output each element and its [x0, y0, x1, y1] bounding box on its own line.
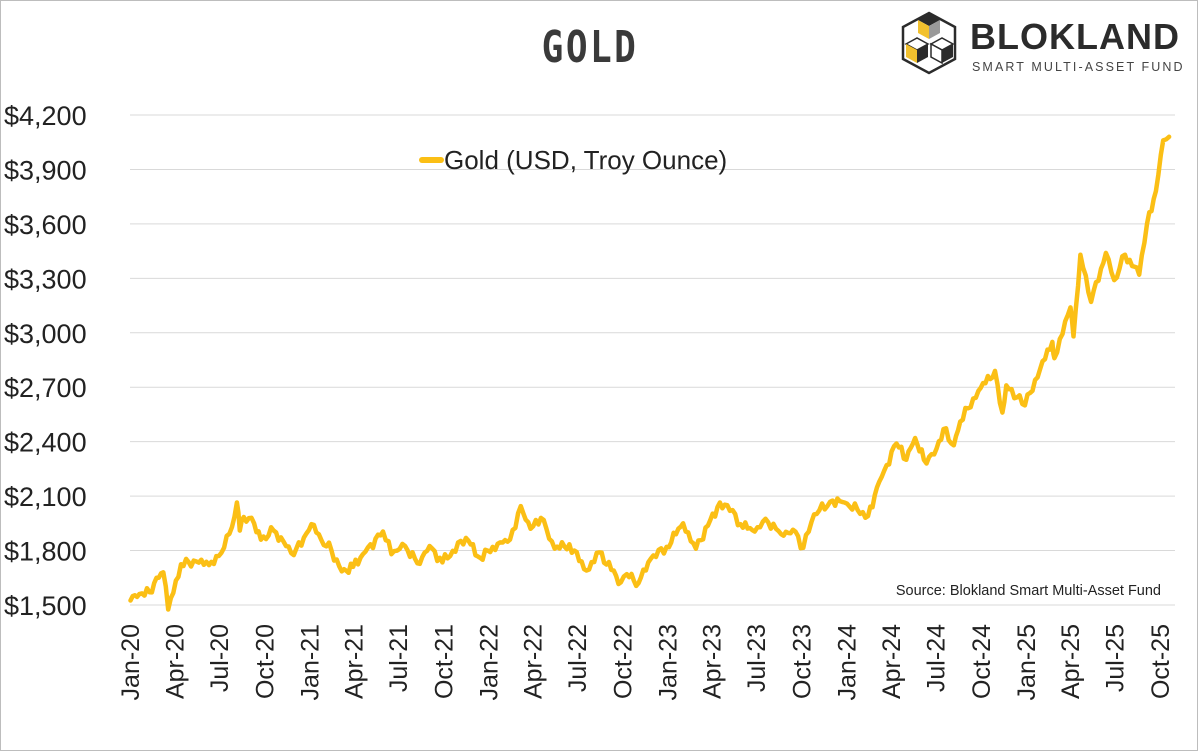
x-tick-label: Jan-24: [833, 624, 861, 701]
brand-logo: BLOKLAND SMART MULTI-ASSET FUND: [898, 10, 1188, 78]
chart-legend: Gold (USD, Troy Ounce): [419, 145, 727, 175]
x-tick-label: Apr-23: [699, 624, 727, 699]
x-tick-label: Jan-20: [117, 624, 145, 700]
x-axis-ticks: Jan-20 Apr-20 Jul-20 Oct-20 Jan-21 Apr-21 Jul-…: [117, 624, 1175, 701]
y-tick-label: $3,300: [4, 264, 87, 294]
x-tick-label: Apr-24: [878, 624, 906, 699]
x-tick-label: Oct-22: [609, 624, 637, 699]
x-tick-label: Apr-22: [520, 624, 548, 699]
x-tick-label: Jul-22: [564, 624, 592, 692]
x-tick-label: Oct-24: [968, 624, 996, 699]
x-tick-label: Oct-25: [1147, 624, 1175, 699]
logo-wordmark: BLOKLAND: [970, 16, 1180, 57]
y-axis-ticks: $1,500 $1,800 $2,100 $2,400 $2,700 $3,000 $3,3…: [4, 101, 87, 621]
logo-tagline: SMART MULTI-ASSET FUND: [972, 60, 1185, 74]
x-tick-label: Jan-21: [297, 624, 325, 700]
grid-lines: [130, 114, 1175, 606]
y-tick-label: $1,800: [4, 537, 87, 567]
x-tick-label: Jul-24: [923, 624, 951, 692]
x-tick-label: Oct-20: [251, 624, 279, 699]
x-tick-label: Jul-25: [1102, 624, 1130, 692]
x-tick-label: Oct-23: [788, 624, 816, 699]
y-tick-label: $1,500: [4, 591, 87, 621]
legend-label: Gold (USD, Troy Ounce): [444, 145, 727, 175]
x-tick-label: Apr-25: [1057, 624, 1085, 699]
y-tick-label: $4,200: [4, 101, 87, 131]
y-tick-label: $2,400: [4, 428, 87, 458]
source-note: Source: Blokland Smart Multi-Asset Fund: [896, 583, 1161, 599]
y-tick-label: $3,600: [4, 210, 87, 240]
series-line-gold: [128, 134, 1172, 612]
x-tick-label: Jul-20: [206, 624, 234, 692]
x-tick-label: Oct-21: [430, 624, 458, 699]
y-tick-label: $3,000: [4, 319, 87, 349]
x-tick-label: Jan-25: [1013, 624, 1041, 700]
x-tick-label: Jul-21: [385, 624, 413, 692]
x-tick-label: Apr-20: [162, 624, 190, 699]
y-tick-label: $2,100: [4, 482, 87, 512]
x-tick-label: Jul-23: [743, 624, 771, 692]
x-tick-label: Jan-22: [476, 624, 504, 700]
series-layer: [128, 134, 1172, 612]
y-tick-label: $2,700: [4, 373, 87, 403]
y-tick-label: $3,900: [4, 155, 87, 185]
cube-logo-icon: [901, 11, 957, 75]
chart-title: GOLD: [541, 22, 639, 73]
x-tick-label: Apr-21: [341, 624, 369, 699]
x-tick-label: Jan-23: [655, 624, 683, 700]
